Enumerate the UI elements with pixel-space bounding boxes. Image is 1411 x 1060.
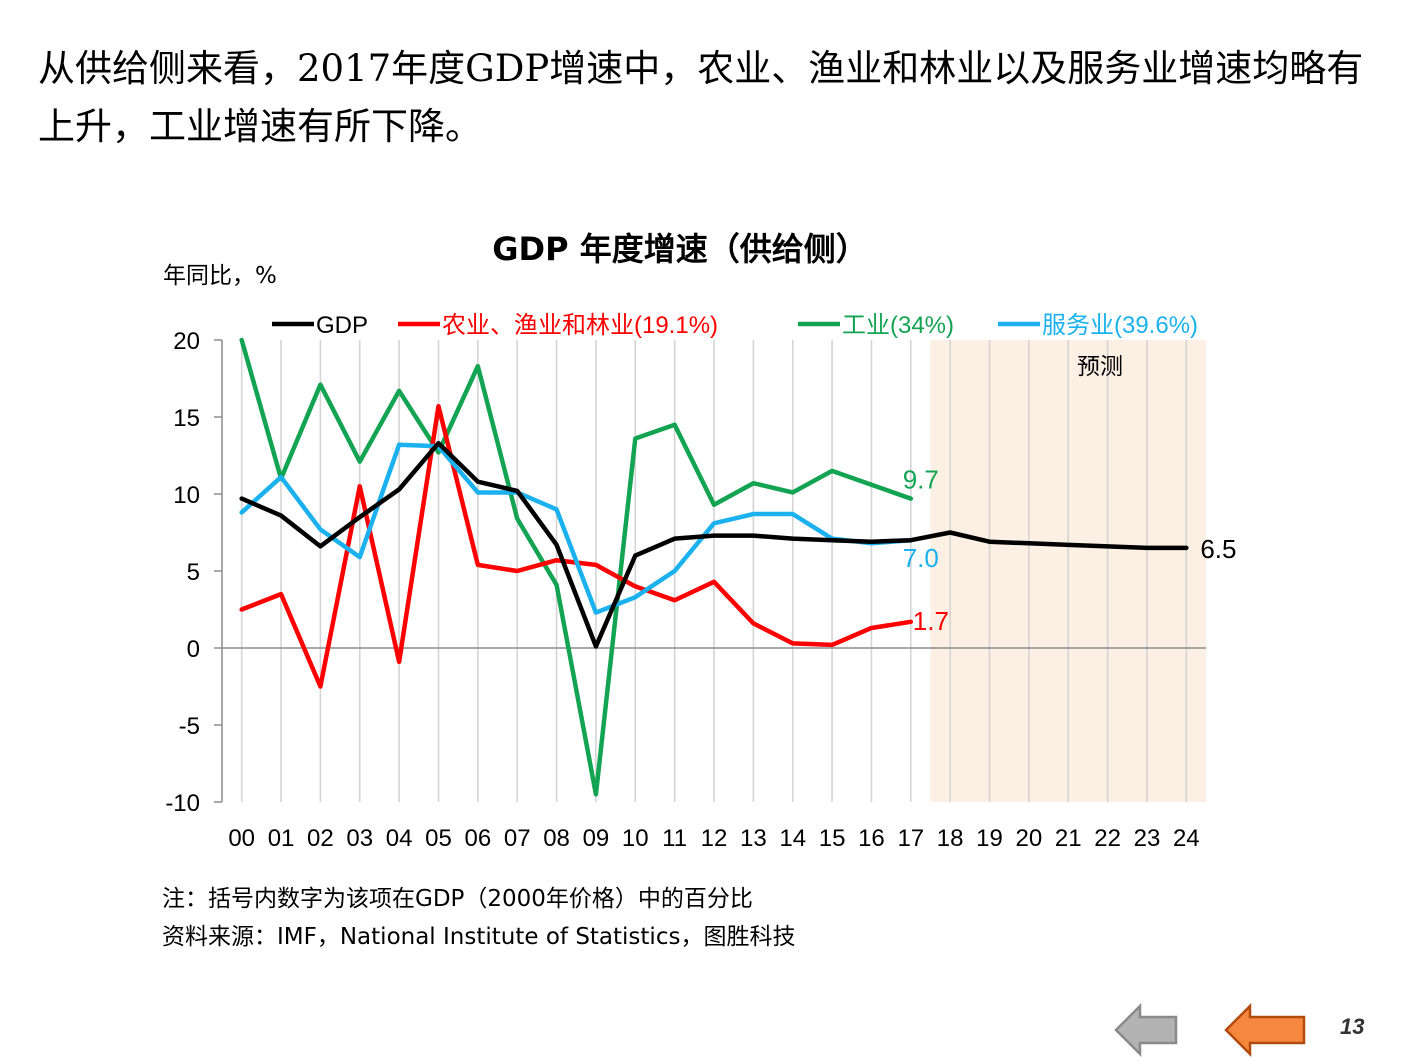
x-tick-label: 24 [1173, 825, 1200, 852]
series-lines [239, 337, 1189, 797]
x-tick-label: 08 [543, 825, 570, 852]
series-end-label: 1.7 [913, 606, 949, 636]
headline: 从供给侧来看，2017年度GDP增速中，农业、渔业和林业以及服务业增速均略有上升… [38, 47, 1364, 148]
footnote-source: 资料来源：IMF，National Institute of Statistic… [162, 924, 796, 950]
x-tick-label: 15 [819, 825, 846, 852]
series-line [239, 440, 1189, 649]
footnote-note: 注：括号内数字为该项在GDP（2000年价格）中的百分比 [162, 886, 753, 912]
x-tick-label: 16 [858, 825, 885, 852]
x-tick-label: 17 [897, 825, 924, 852]
y-tick-label: -10 [165, 790, 200, 817]
x-tick-label: 20 [1016, 825, 1043, 852]
x-tick-label: 07 [504, 825, 531, 852]
legend-label: 农业、渔业和林业(19.1%) [442, 312, 718, 339]
x-tick-label: 14 [779, 825, 806, 852]
x-tick-label: 04 [386, 825, 413, 852]
y-tick-label: 20 [173, 328, 200, 355]
x-tick-label: 21 [1055, 825, 1082, 852]
y-axis-label: 年同比，% [163, 263, 277, 289]
footnotes: 注：括号内数字为该项在GDP（2000年价格）中的百分比 资料来源：IMF，Na… [162, 880, 795, 956]
y-tick-label: 15 [173, 405, 200, 432]
left-arrow-icon [1224, 1002, 1306, 1058]
chart-title: GDP 年度增速（供给侧） [492, 230, 867, 268]
series-line [239, 442, 914, 615]
series-line [239, 337, 914, 797]
page-number: 13 [1340, 1014, 1365, 1039]
x-tick-label: 09 [583, 825, 610, 852]
x-tick-label: 02 [307, 825, 334, 852]
x-tick-label: 06 [464, 825, 491, 852]
next-slide-button[interactable] [1222, 1000, 1312, 1060]
legend-label: 工业(34%) [842, 312, 954, 339]
x-tick-label: 22 [1094, 825, 1121, 852]
x-tick-label: 05 [425, 825, 452, 852]
x-tick-label: 13 [740, 825, 767, 852]
x-ticks: 00 01 02 03 04 05 06 07 08 09 10 11 12 13 14 15 16 17 18 19… [228, 825, 1199, 852]
x-tick-label: 12 [701, 825, 728, 852]
x-tick-label: 00 [228, 825, 255, 852]
legend-label: GDP [316, 312, 368, 339]
series-end-label: 7.0 [903, 543, 939, 573]
series-end-label: 6.5 [1200, 534, 1236, 564]
left-arrow-icon [1114, 1002, 1178, 1058]
y-ticks: 20 15 10 5 0 -5 -10 [165, 328, 222, 817]
x-tick-label: 11 [662, 825, 687, 852]
series-end-label: 9.7 [903, 465, 939, 495]
y-tick-label: -5 [179, 713, 200, 740]
y-tick-label: 10 [173, 482, 200, 509]
y-tick-label: 5 [187, 559, 200, 586]
x-tick-label: 01 [268, 825, 295, 852]
end-labels: 6.5 1.7 9.7 7.0 [903, 465, 1237, 636]
legend-label: 服务业(39.6%) [1042, 312, 1198, 339]
x-tick-label: 10 [622, 825, 649, 852]
x-tick-label: 23 [1134, 825, 1161, 852]
forecast-label: 预测 [1077, 354, 1123, 380]
legend: GDP 农业、渔业和林业(19.1%) 工业(34%) 服务业(39.6%) [272, 312, 1198, 339]
x-tick-label: 18 [937, 825, 964, 852]
x-tick-label: 19 [976, 825, 1003, 852]
gridlines [240, 340, 1188, 802]
x-tick-label: 03 [346, 825, 373, 852]
previous-slide-button[interactable] [1112, 1000, 1202, 1060]
y-tick-label: 0 [187, 636, 200, 663]
